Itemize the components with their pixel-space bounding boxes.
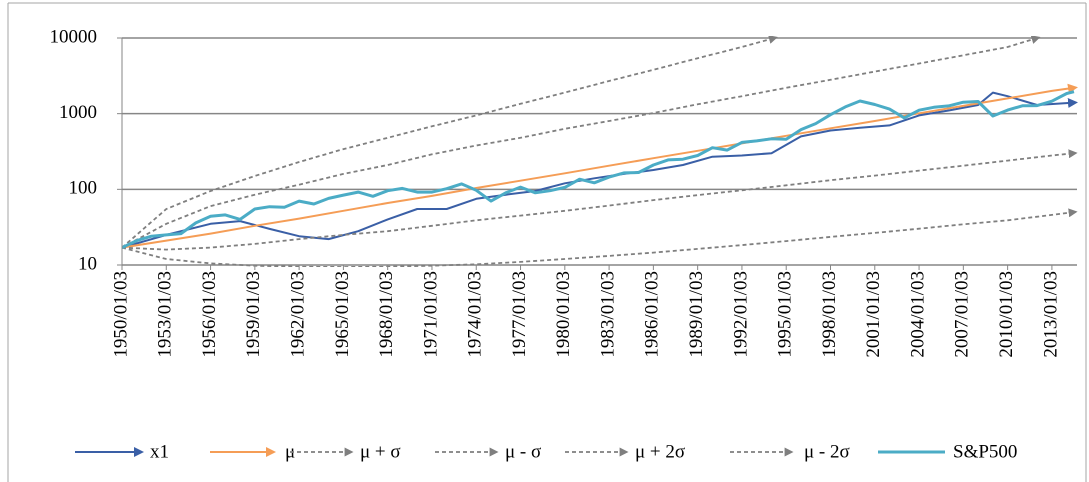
legend-label: S&P500 bbox=[953, 441, 1017, 462]
x-tick-label: 1962/01/03 bbox=[287, 271, 308, 358]
x-tick-label: 1968/01/03 bbox=[376, 271, 397, 358]
series-line bbox=[122, 83, 1078, 249]
series-line bbox=[122, 36, 778, 249]
legend-label: x1 bbox=[150, 441, 169, 462]
x-tick-label: 1959/01/03 bbox=[243, 271, 264, 358]
x-tick-label: 1980/01/03 bbox=[553, 271, 574, 358]
grid bbox=[122, 37, 1077, 266]
x-tick-label: 2001/01/03 bbox=[863, 271, 884, 358]
series-line bbox=[122, 90, 1075, 249]
y-tick-label: 10000 bbox=[50, 26, 98, 47]
axes: 10 100 1000 10000 1950/01/03 1953/01/03 1956/0… bbox=[50, 26, 1062, 357]
x-tick-label: 1974/01/03 bbox=[465, 271, 486, 358]
x-tick-label: 2013/01/03 bbox=[1040, 271, 1061, 358]
x-tick-label: 1971/01/03 bbox=[420, 271, 441, 358]
legend-label: μ + 2σ bbox=[635, 441, 685, 462]
x-tick-label: 1998/01/03 bbox=[819, 271, 840, 358]
series-line bbox=[122, 36, 1041, 249]
legend-label: μ - σ bbox=[505, 441, 541, 462]
x-tick-label: 1953/01/03 bbox=[155, 271, 176, 358]
x-tick-label: 2007/01/03 bbox=[952, 271, 973, 358]
x-tick-label: 2004/01/03 bbox=[907, 271, 928, 358]
x-tick-label: 2010/01/03 bbox=[996, 271, 1017, 358]
x-tick-label: 1992/01/03 bbox=[730, 271, 751, 358]
x-tick-label: 1956/01/03 bbox=[199, 271, 220, 358]
plot-area bbox=[122, 36, 1078, 267]
x-tick-label: 1986/01/03 bbox=[642, 271, 663, 358]
series-line bbox=[122, 149, 1078, 251]
x-tick-label: 1950/01/03 bbox=[110, 271, 131, 358]
y-tick-label: 1000 bbox=[59, 102, 97, 123]
legend-label: μ - 2σ bbox=[804, 441, 850, 462]
x-tick-label: 1983/01/03 bbox=[597, 271, 618, 358]
x-tick-label: 1965/01/03 bbox=[332, 271, 353, 358]
x-tick-label: 1995/01/03 bbox=[775, 271, 796, 358]
y-tick-label: 100 bbox=[69, 178, 98, 199]
x-tick-label: 1977/01/03 bbox=[509, 271, 530, 358]
y-tick-label: 10 bbox=[78, 253, 97, 274]
series-line bbox=[122, 208, 1078, 267]
x-tick-label: 1989/01/03 bbox=[686, 271, 707, 358]
legend-label: μ + σ bbox=[360, 441, 401, 462]
